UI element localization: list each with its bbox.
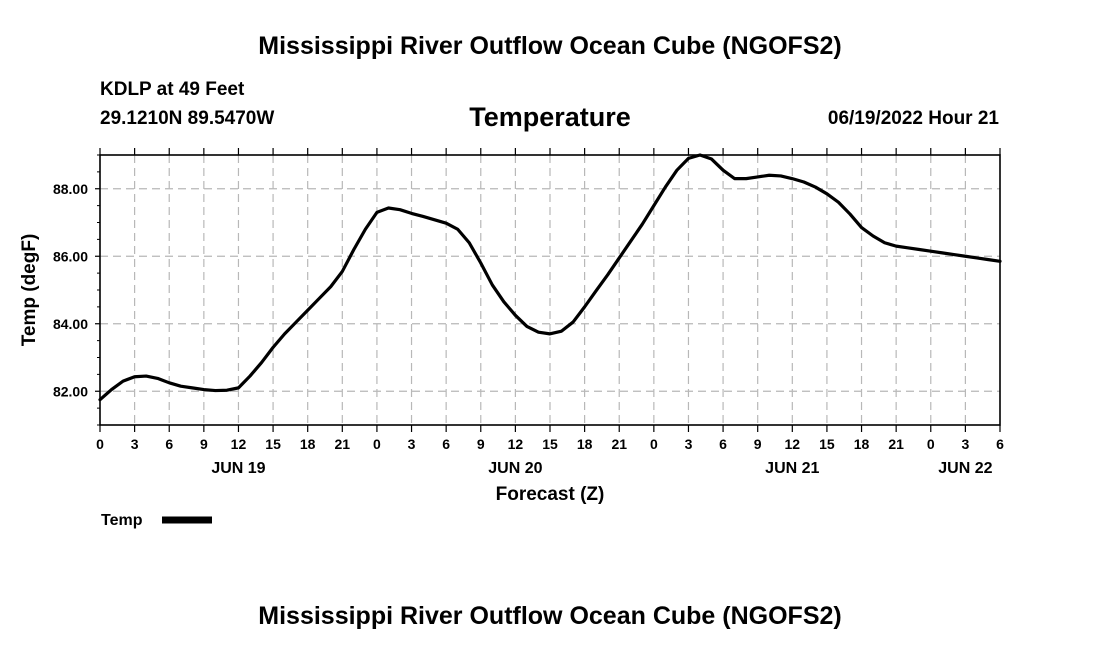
chart-series <box>98 153 1002 402</box>
x-tick-label-11: 9 <box>477 436 485 452</box>
variable-title: Temperature <box>469 102 631 132</box>
x-tick-label-12: 12 <box>508 436 524 452</box>
x-tick-label-17: 3 <box>685 436 693 452</box>
x-tick-label-15: 21 <box>611 436 627 452</box>
x-tick-label-10: 6 <box>442 436 450 452</box>
x-tick-label-5: 15 <box>265 436 281 452</box>
y-axis-label: Temp (degF) <box>19 234 40 347</box>
x-tick-label-25: 3 <box>961 436 969 452</box>
chart-legend: Temp <box>101 512 212 529</box>
x-tick-label-7: 21 <box>335 436 351 452</box>
x-tick-label-18: 6 <box>719 436 727 452</box>
y-tick-label-3: 88.00 <box>53 181 88 197</box>
x-tick-label-0: 0 <box>96 436 104 452</box>
y-tick-label-2: 86.00 <box>53 248 88 264</box>
chart-tick-labels: 0 3 6 9 12 15 18 21 0 3 6 9 12 15 18 21 0 3 6 9 12 15 18 21 0 3 6 8… <box>53 181 1004 477</box>
x-tick-label-24: 0 <box>927 436 935 452</box>
chart-gridlines <box>100 155 1000 425</box>
station-coordinates: 29.1210N 89.5470W <box>100 108 274 129</box>
x-tick-label-9: 3 <box>408 436 416 452</box>
x-tick-label-4: 12 <box>231 436 247 452</box>
x-tick-label-13: 15 <box>542 436 558 452</box>
station-name: KDLP at 49 Feet <box>100 79 245 100</box>
x-tick-label-8: 0 <box>373 436 381 452</box>
y-tick-label-0: 82.00 <box>53 383 88 399</box>
x-tick-label-16: 0 <box>650 436 658 452</box>
x-tick-label-1: 3 <box>131 436 139 452</box>
x-tick-label-6: 18 <box>300 436 316 452</box>
x-tick-label-3: 9 <box>200 436 208 452</box>
x-tick-label-22: 18 <box>854 436 870 452</box>
x-tick-label-23: 21 <box>888 436 904 452</box>
legend-temp-label: Temp <box>101 512 143 529</box>
date-label-2: JUN 21 <box>765 460 819 477</box>
x-tick-label-2: 6 <box>165 436 173 452</box>
footer-title: Mississippi River Outflow Ocean Cube (NG… <box>258 602 841 630</box>
x-axis-label: Forecast (Z) <box>496 484 605 505</box>
date-label-0: JUN 19 <box>211 460 265 477</box>
plot-frame <box>99 154 1001 426</box>
y-tick-label-1: 84.00 <box>53 316 88 332</box>
x-tick-label-26: 6 <box>996 436 1004 452</box>
chart-axes <box>95 148 1001 432</box>
chart-title: Mississippi River Outflow Ocean Cube (NG… <box>258 32 841 60</box>
x-tick-label-20: 12 <box>785 436 801 452</box>
temperature-series-line-0 <box>98 153 1002 402</box>
x-tick-label-19: 9 <box>754 436 762 452</box>
date-label-1: JUN 20 <box>488 460 542 477</box>
x-tick-label-21: 15 <box>819 436 835 452</box>
x-tick-label-14: 18 <box>577 436 593 452</box>
forecast-timestamp: 06/19/2022 Hour 21 <box>828 108 1000 129</box>
date-label-3: JUN 22 <box>938 460 992 477</box>
